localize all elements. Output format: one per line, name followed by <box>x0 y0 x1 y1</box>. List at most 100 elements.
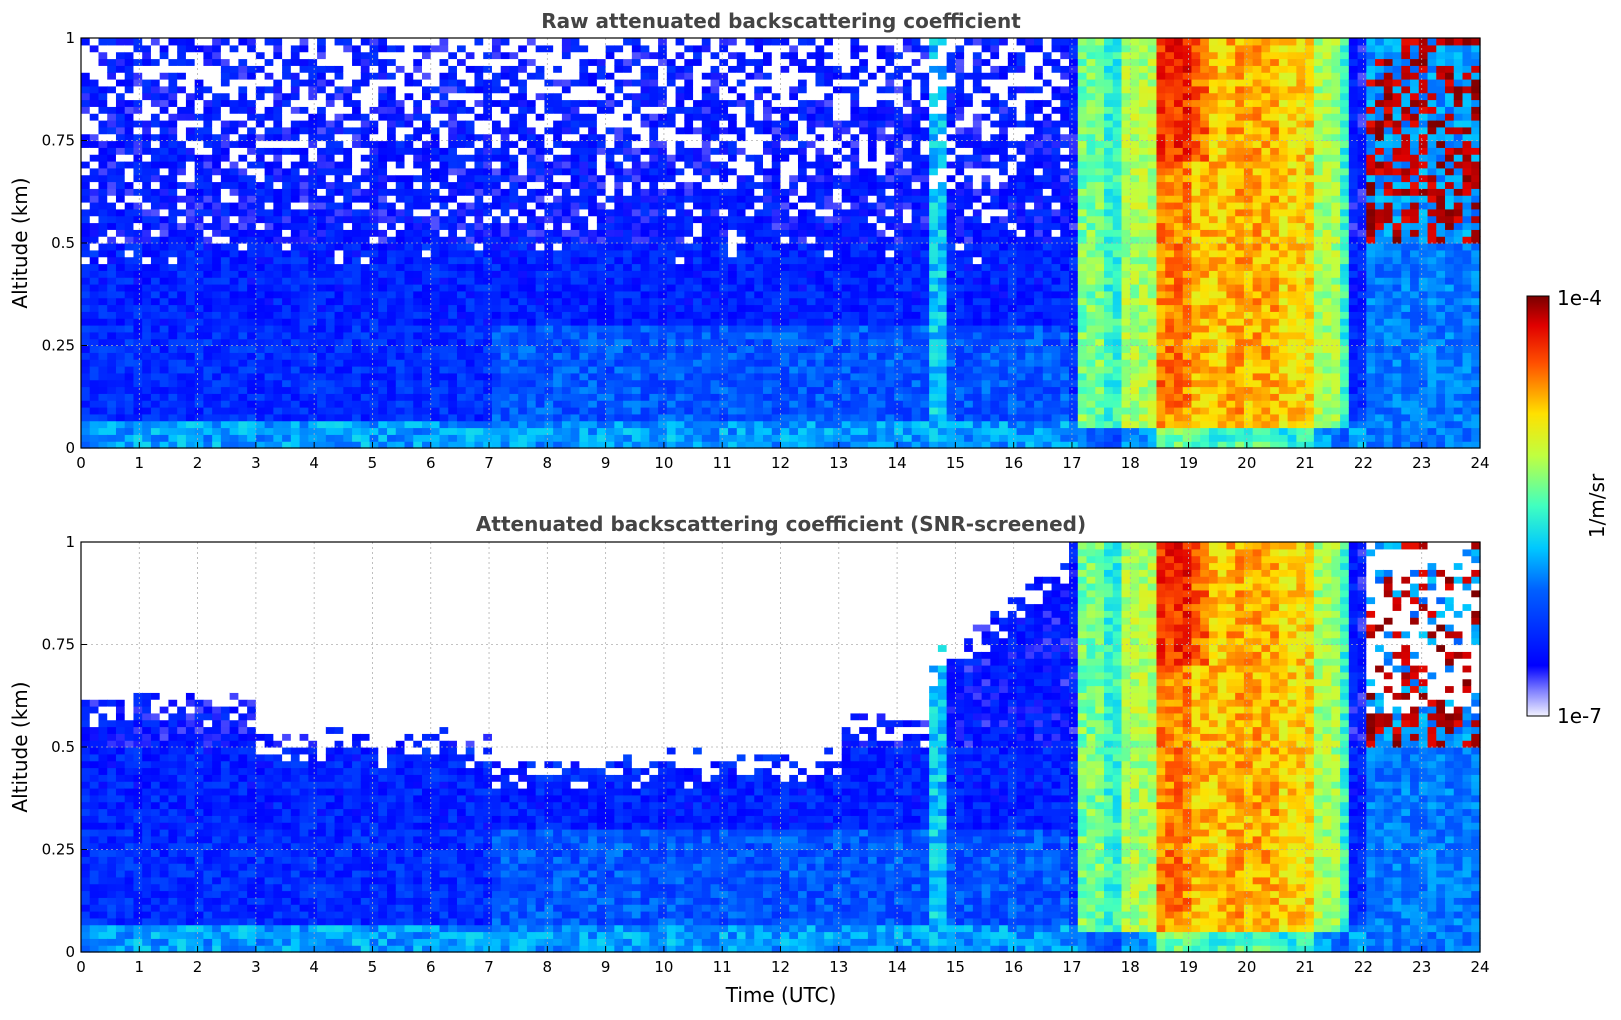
heatmap-cell <box>728 379 738 388</box>
heatmap-cell <box>290 154 301 162</box>
heatmap-cell <box>360 38 371 46</box>
heatmap-cell <box>780 58 790 66</box>
heatmap-cell <box>387 400 397 408</box>
heatmap-cell <box>675 338 685 347</box>
heatmap-cell <box>238 65 248 73</box>
heatmap-cell <box>491 297 502 306</box>
heatmap-cell <box>789 290 799 299</box>
heatmap-cell <box>422 407 432 415</box>
heatmap-cell <box>369 222 379 230</box>
heatmap-cell <box>526 256 537 265</box>
heatmap-cell <box>81 181 91 189</box>
heatmap-cell <box>483 290 493 299</box>
heatmap-cell <box>456 338 467 347</box>
heatmap-cell <box>422 208 432 217</box>
heatmap-cell <box>299 236 309 244</box>
heatmap-cell <box>387 407 397 415</box>
heatmap-cell <box>255 113 266 121</box>
heatmap-cell <box>413 181 423 189</box>
heatmap-cell <box>98 407 108 415</box>
heatmap-cell <box>780 263 790 271</box>
heatmap-cell <box>710 208 720 217</box>
heatmap-cell <box>474 359 484 367</box>
heatmap-cell <box>133 181 143 189</box>
heatmap-cell <box>150 386 161 394</box>
heatmap-cell <box>89 195 100 203</box>
heatmap-cell <box>159 222 170 230</box>
heatmap-cell <box>360 345 371 353</box>
heatmap-cell <box>107 92 117 101</box>
heatmap-cell <box>588 366 598 374</box>
heatmap-cell <box>124 284 135 292</box>
heatmap-cell <box>369 85 379 94</box>
heatmap-cell <box>518 407 528 415</box>
heatmap-cell <box>273 420 283 429</box>
heatmap-cell <box>317 311 327 319</box>
heatmap-cell <box>614 386 624 394</box>
heatmap-cell <box>81 222 91 230</box>
heatmap-cell <box>308 38 318 46</box>
heatmap-cell <box>465 270 476 278</box>
heatmap-cell <box>430 256 441 265</box>
heatmap-cell <box>623 297 633 306</box>
heatmap-cell <box>631 72 642 80</box>
heatmap-cell <box>81 229 91 237</box>
heatmap-cell <box>299 400 309 408</box>
heatmap-cell <box>518 277 528 285</box>
heatmap-cell <box>430 263 441 271</box>
heatmap-cell <box>325 270 336 278</box>
heatmap-cell <box>570 379 580 388</box>
heatmap-cell <box>81 277 91 285</box>
heatmap-cell <box>107 38 117 46</box>
heatmap-cell <box>666 331 677 340</box>
heatmap-cell <box>115 174 126 183</box>
heatmap-cell <box>448 79 458 87</box>
heatmap-cell <box>754 140 764 148</box>
heatmap-cell <box>631 202 642 210</box>
heatmap-cell <box>378 379 388 388</box>
heatmap-cell <box>710 51 720 60</box>
heatmap-cell <box>693 147 703 155</box>
heatmap-cell <box>159 181 170 189</box>
heatmap-cell <box>579 277 589 285</box>
heatmap-cell <box>247 106 257 114</box>
heatmap-cell <box>334 85 344 94</box>
heatmap-cell <box>194 222 205 230</box>
heatmap-cell <box>115 154 126 162</box>
heatmap-cell <box>535 79 546 87</box>
heatmap-cell <box>124 202 135 210</box>
heatmap-cell <box>422 338 432 347</box>
heatmap-cell <box>238 120 248 128</box>
heatmap-cell <box>526 249 537 258</box>
heatmap-cell <box>553 85 563 94</box>
heatmap-cell <box>596 44 607 53</box>
heatmap-cell <box>570 420 580 429</box>
heatmap-cell <box>413 427 423 435</box>
heatmap-cell <box>553 331 563 340</box>
heatmap-cell <box>98 284 108 292</box>
heatmap-cell <box>89 154 100 162</box>
heatmap-cell <box>273 318 283 326</box>
heatmap-cell <box>693 441 703 449</box>
heatmap-cell <box>605 263 615 271</box>
heatmap-cell <box>483 161 493 169</box>
heatmap-cell <box>693 161 703 169</box>
heatmap-cell <box>177 249 187 258</box>
heatmap-cell <box>395 72 406 80</box>
heatmap-cell <box>693 202 703 210</box>
heatmap-cell <box>456 379 467 388</box>
heatmap-cell <box>185 352 196 360</box>
heatmap-cell <box>369 249 379 258</box>
heatmap-cell <box>439 120 449 128</box>
heatmap-cell <box>771 133 782 142</box>
heatmap-cell <box>81 311 91 319</box>
heatmap-cell <box>500 38 511 46</box>
heatmap-cell <box>273 72 283 80</box>
heatmap-cell <box>133 311 143 319</box>
heatmap-cell <box>570 99 580 107</box>
heatmap-cell <box>763 222 773 230</box>
heatmap-cell <box>413 441 423 449</box>
heatmap-cell <box>448 174 458 183</box>
heatmap-cell <box>465 331 476 340</box>
